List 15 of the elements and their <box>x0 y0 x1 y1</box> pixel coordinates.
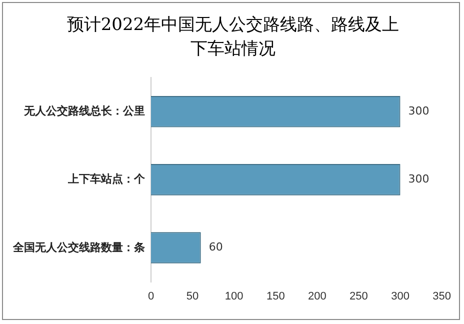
y-tick-label: 上下车站点：个 <box>67 172 146 186</box>
x-tick-label: 250 <box>350 290 368 302</box>
y-tick-label: 全国无人公交线路数量：条 <box>12 240 145 254</box>
x-tick-label: 350 <box>432 290 452 302</box>
x-tick-label: 0 <box>148 290 154 302</box>
x-tick-label: 200 <box>308 290 326 302</box>
x-tick-label: 50 <box>186 290 199 302</box>
x-tick-label: 150 <box>266 290 285 302</box>
y-tick-label: 无人公交路线总长：公里 <box>23 104 145 118</box>
data-label: 60 <box>208 240 223 254</box>
data-label: 300 <box>408 172 430 186</box>
chart-title: 预计2022年中国无人公交路线路、路线及上下车站情况 <box>66 14 400 61</box>
x-tick-label: 300 <box>391 290 410 302</box>
data-label: 300 <box>408 104 430 118</box>
x-tick-label: 100 <box>224 290 244 302</box>
